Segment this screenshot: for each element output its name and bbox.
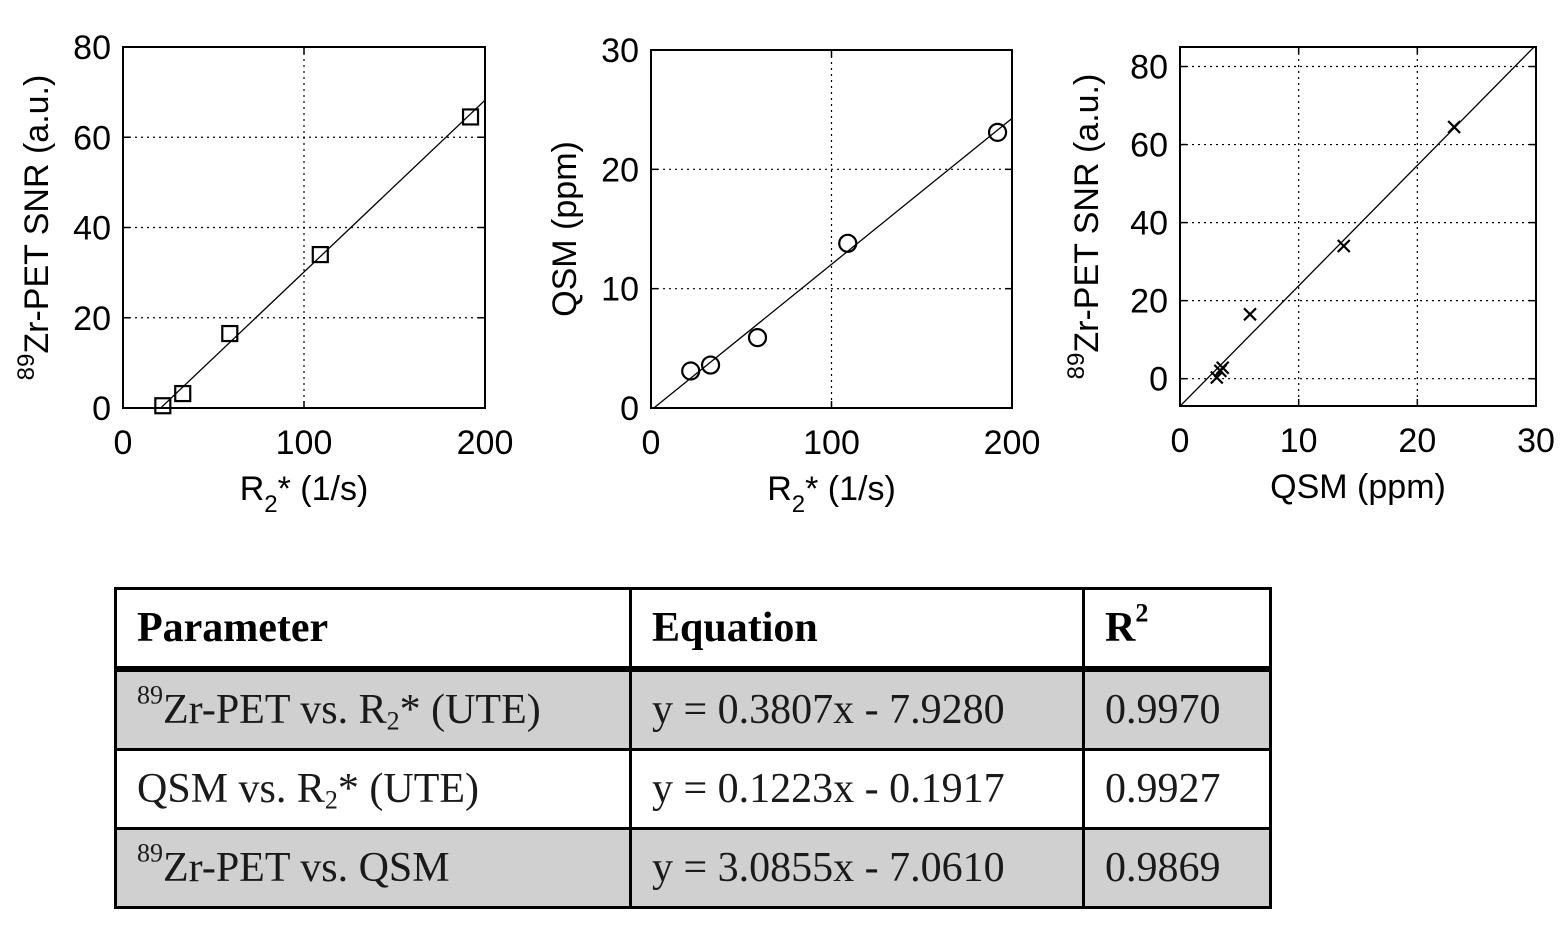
header-r-main: R	[1105, 605, 1136, 651]
y-tick-label: 0	[92, 390, 111, 428]
x-axis-label-main: QSM (ppm)	[1270, 468, 1446, 506]
y-axis-label-main: Zr-PET SNR (a.u.)	[18, 75, 56, 354]
x-axis-label: R2* (1/s)	[767, 470, 896, 518]
plot-frame	[650, 49, 1013, 409]
parameter-cell: QSM vs. R2* (UTE)	[114, 748, 632, 830]
x-tick-label: 200	[984, 424, 1041, 462]
data-point-square	[221, 324, 239, 343]
header-parameter: Parameter	[114, 587, 632, 672]
data-point-square	[174, 384, 192, 403]
r-squared-cell: 0.9927	[1082, 748, 1272, 830]
x-tick-label: 0	[114, 424, 133, 462]
x-tick-label: 100	[276, 424, 333, 462]
table-header-row: Parameter Equation R2	[114, 587, 1272, 672]
y-tick-label: 80	[73, 29, 111, 67]
y-axis-label-sup: 89	[1063, 353, 1090, 380]
parameter-cell: 89Zr-PET vs. QSM	[114, 827, 632, 909]
data-point-square	[311, 245, 329, 264]
table-body: 89Zr-PET vs. R2* (UTE) y = 0.3807x - 7.92…	[114, 667, 1272, 909]
data-point-circle	[747, 327, 768, 348]
data-point-circle	[681, 361, 701, 381]
data-point-circle	[987, 122, 1008, 142]
parameter-text: Zr-PET vs. R	[163, 687, 387, 733]
x-tick-label: 20	[1398, 422, 1436, 460]
table-row: 89Zr-PET vs. R2* (UTE) y = 0.3807x - 7.92…	[114, 667, 1272, 751]
equation-cell: y = 0.1223x - 0.1917	[629, 748, 1085, 830]
fit-line	[1180, 47, 1535, 406]
y-axis-label: 89Zr-PET SNR (a.u.)	[13, 75, 56, 381]
y-axis-label-main: QSM (ppm)	[546, 141, 584, 317]
parameter-sup: 89	[137, 680, 164, 710]
y-axis-label: 89Zr-PET SNR (a.u.)	[1063, 74, 1106, 380]
y-tick-label: 20	[1130, 283, 1168, 321]
parameter-suffix: * (UTE)	[399, 687, 541, 733]
x-tick-label: 200	[457, 424, 514, 462]
y-tick-label: 0	[620, 390, 639, 428]
parameter-sub: 2	[386, 706, 400, 736]
y-tick-label: 40	[73, 210, 111, 248]
header-r-squared: R2	[1082, 587, 1272, 672]
scatter-plot-3: 0 10 20 30 0 20 40 60 80 QSM (ppm) 89Zr-PET SNR (a…	[1063, 46, 1555, 506]
table-row: 89Zr-PET vs. QSM y = 3.0855x - 7.0610 0.98…	[114, 827, 1272, 909]
x-axis-label-rest: * (1/s)	[278, 470, 369, 508]
scatter-plot-2: 0 100 200 0 10 20 30 R2* (1/s) QSM (ppm)	[546, 32, 1040, 518]
equation-cell: y = 0.3807x - 7.9280	[629, 667, 1085, 751]
r-squared-cell: 0.9970	[1082, 667, 1272, 751]
x-tick-label: 0	[642, 424, 661, 462]
data-point-circle	[700, 355, 721, 375]
y-axis-label-main: Zr-PET SNR (a.u.)	[1068, 74, 1106, 353]
data-point-square	[154, 397, 172, 415]
y-axis-label-sup: 89	[13, 354, 40, 381]
parameter-sub: 2	[324, 785, 338, 815]
x-axis-label-rest: * (1/s)	[805, 470, 896, 508]
y-tick-label: 30	[601, 32, 639, 70]
parameter-text: Zr-PET vs. QSM	[163, 845, 450, 891]
data-point-x	[1210, 370, 1224, 385]
data-point-x	[1447, 120, 1461, 134]
data-point-x	[1243, 307, 1257, 322]
r-squared-cell: 0.9869	[1082, 827, 1272, 909]
parameter-cell: 89Zr-PET vs. R2* (UTE)	[114, 667, 632, 751]
data-point-square	[461, 108, 480, 126]
data-point-x	[1215, 360, 1230, 375]
header-r-sup: 2	[1135, 598, 1149, 628]
x-axis-label-main: R	[240, 470, 265, 508]
scatter-plot-1: 0 100 200 0 20 40 60 80 R2* (1/s) 89Zr-PET SNR (a…	[13, 29, 513, 518]
equation-cell: y = 3.0855x - 7.0610	[629, 827, 1085, 909]
x-tick-label: 10	[1280, 422, 1318, 460]
y-tick-label: 0	[1149, 361, 1168, 399]
fit-line	[159, 99, 485, 408]
header-equation: Equation	[629, 587, 1085, 672]
y-tick-label: 20	[73, 300, 111, 338]
x-axis-label-main: R	[767, 470, 792, 508]
parameter-table: Parameter Equation R2 89Zr-PET vs. R2* (…	[114, 587, 1272, 909]
y-axis-label: QSM (ppm)	[546, 141, 584, 317]
parameter-text: QSM vs. R	[137, 766, 325, 812]
parameter-suffix: * (UTE)	[337, 766, 480, 812]
parameter-sup: 89	[137, 838, 164, 868]
data-point-x	[1336, 239, 1351, 253]
x-tick-label: 0	[1171, 422, 1190, 460]
y-tick-label: 60	[73, 119, 111, 157]
table-row: QSM vs. R2* (UTE) y = 0.1223x - 0.1917 0.9…	[114, 748, 1272, 830]
plot-frame	[122, 46, 486, 409]
y-tick-label: 10	[601, 271, 639, 309]
x-tick-label: 100	[803, 424, 860, 462]
data-point-circle	[838, 233, 858, 253]
fit-line	[652, 117, 1012, 408]
x-axis-label-sub: 2	[264, 491, 277, 518]
y-tick-label: 60	[1130, 127, 1168, 165]
x-axis-label-sub: 2	[792, 491, 805, 518]
x-axis-label: R2* (1/s)	[240, 470, 369, 518]
y-tick-label: 20	[601, 151, 639, 189]
x-axis-label: QSM (ppm)	[1270, 468, 1446, 506]
x-tick-label: 30	[1517, 422, 1555, 460]
y-tick-label: 80	[1130, 49, 1168, 87]
y-tick-label: 40	[1130, 205, 1168, 243]
plot-frame	[1179, 46, 1537, 407]
